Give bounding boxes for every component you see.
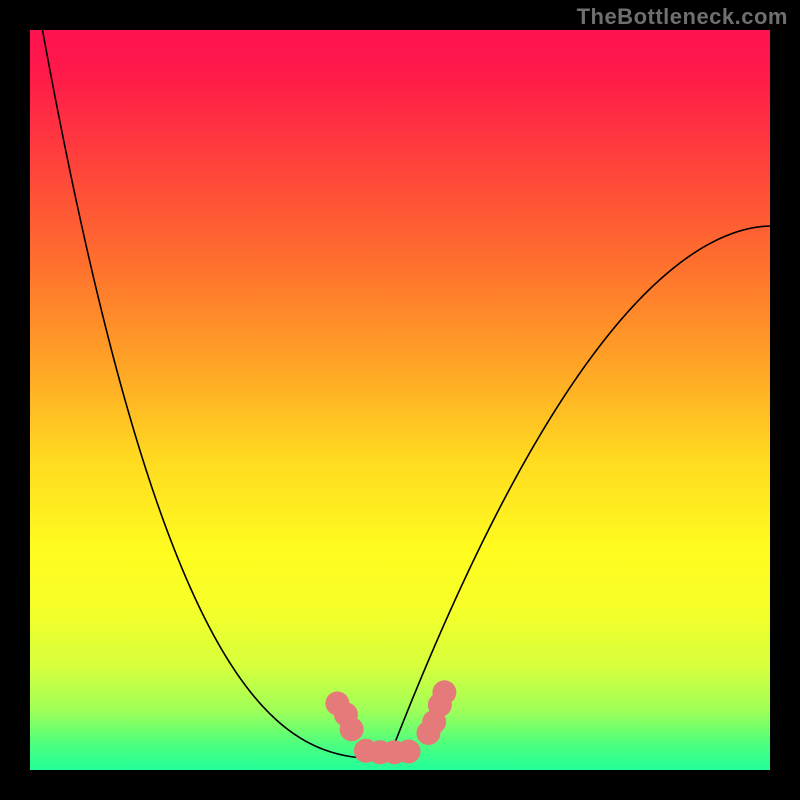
- curve-marker: [397, 740, 421, 764]
- chart-canvas: TheBottleneck.com: [0, 0, 800, 800]
- curve-marker: [432, 680, 456, 704]
- bottleneck-chart: [0, 0, 800, 800]
- curve-marker: [340, 717, 364, 741]
- plot-background: [30, 30, 770, 770]
- watermark-text: TheBottleneck.com: [577, 4, 788, 30]
